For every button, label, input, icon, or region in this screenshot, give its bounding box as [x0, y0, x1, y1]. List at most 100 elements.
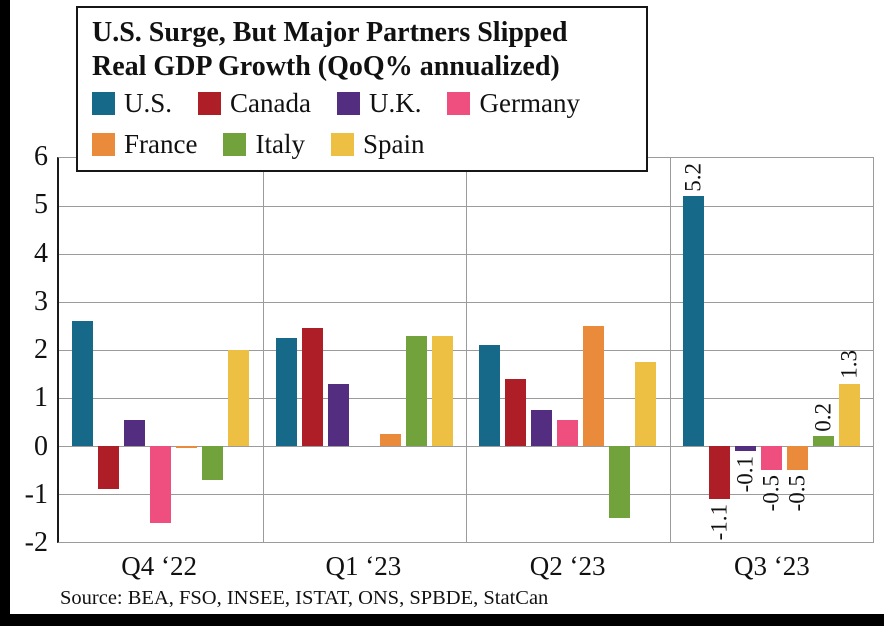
y-tick-label-5: 5	[34, 189, 48, 221]
legend-item-germany: Germany	[447, 88, 580, 119]
chart-subtitle: Real GDP Growth (QoQ% annualized)	[92, 50, 560, 82]
bar-rect	[557, 419, 579, 446]
bar-rect	[609, 446, 631, 518]
value-label: -0.5	[758, 475, 784, 512]
bar-france-q1-23	[379, 158, 401, 542]
bar-rect	[760, 446, 782, 470]
bar-italy-q4-22	[202, 158, 224, 542]
legend-swatch-u-s	[92, 92, 115, 116]
bar-u-s-q3-23: 5.2	[680, 158, 706, 542]
bar-rect	[479, 345, 501, 446]
legend-swatch-u-k	[336, 92, 360, 116]
value-label: -1.1	[706, 503, 732, 541]
bar-rect	[379, 434, 401, 446]
x-axis: Q4 ‘22 Q1 ‘23 Q2 ‘23 Q3 ‘23	[57, 551, 874, 582]
y-tick-label-3: 3	[34, 285, 48, 317]
bar-canada-q3-23: -1.1	[706, 158, 732, 542]
legend-item-spain: Spain	[330, 129, 425, 160]
bar-rect	[124, 419, 146, 446]
x-tick-label-q4-22: Q4 ‘22	[121, 551, 197, 581]
source-note: Source: BEA, FSO, INSEE, ISTAT, ONS, SPB…	[60, 587, 549, 609]
chart-panel: 6 5 4 3 2 1 0 -1 -2 5.2 -1.1 -0.1 -0.5 -0.5 0.2 1.3 Q4…	[10, 0, 884, 614]
title-legend-box: U.S. Surge, But Major Partners Slipped R…	[76, 6, 648, 173]
bar-u-s-q4-22	[72, 158, 94, 542]
value-label: 0.2	[810, 402, 836, 432]
value-label: -0.5	[784, 475, 810, 512]
bar-rect	[734, 446, 756, 451]
bar-italy-q1-23	[405, 158, 427, 542]
bar-rect	[301, 328, 323, 446]
group-separator-2	[466, 158, 467, 542]
bar-rect	[708, 446, 730, 499]
bar-rect	[635, 362, 657, 446]
legend-label: Germany	[479, 88, 580, 119]
bar-rect	[531, 410, 553, 446]
bar-u-k-q2-23	[531, 158, 553, 542]
value-label: 5.2	[680, 162, 706, 192]
y-tick-label-0: 0	[34, 430, 48, 462]
x-tick-label-q3-23: Q3 ‘23	[734, 551, 810, 581]
bar-group-q3-23: 5.2 -1.1 -0.1 -0.5 -0.5 0.2 1.3	[670, 158, 874, 542]
y-tick-label-1: 1	[34, 382, 48, 414]
legend-label: Italy	[255, 129, 305, 160]
bar-spain-q3-23: 1.3	[836, 158, 862, 542]
y-tick-label-6: 6	[34, 141, 48, 172]
legend-label: U.K.	[368, 88, 422, 119]
bar-group-q2-23	[466, 158, 670, 542]
bar-rect	[176, 446, 198, 449]
bar-rect	[327, 383, 349, 446]
bar-spain-q1-23	[431, 158, 453, 542]
bar-rect	[150, 446, 172, 523]
x-tick-label-q2-23: Q2 ‘23	[529, 551, 606, 581]
chart-title: U.S. Surge, But Major Partners Slipped	[92, 17, 568, 48]
legend-label: Spain	[362, 129, 425, 160]
bar-rect	[505, 378, 527, 446]
legend: U.S. Canada U.K. Germany France Italy Spain	[92, 88, 632, 160]
legend-swatch-canada	[198, 92, 222, 116]
bar-italy-q2-23	[609, 158, 631, 542]
bar-rect	[786, 446, 808, 470]
bottom-black-border	[0, 614, 884, 626]
y-axis: 6 5 4 3 2 1 0 -1 -2	[10, 143, 52, 557]
bar-rect	[431, 335, 453, 446]
bar-germany-q3-23: -0.5	[758, 158, 784, 542]
bar-spain-q4-22	[228, 158, 250, 542]
bar-rect	[72, 321, 94, 446]
bar-rect	[583, 326, 605, 446]
bar-france-q4-22	[176, 158, 198, 542]
value-label: 1.3	[836, 349, 862, 379]
left-black-border	[0, 0, 10, 626]
bar-u-k-q3-23: -0.1	[732, 158, 758, 542]
x-tick-label-q1-23: Q1 ‘23	[325, 551, 402, 581]
bar-rect	[98, 446, 120, 490]
legend-item-u-s: U.S.	[92, 88, 172, 119]
bar-france-q2-23	[583, 158, 605, 542]
bar-group-q1-23	[263, 158, 467, 542]
bar-canada-q2-23	[505, 158, 527, 542]
y-tick-label-4: 4	[34, 237, 48, 269]
bar-rect	[275, 338, 297, 446]
legend-item-france: France	[92, 129, 197, 160]
plot-area: 5.2 -1.1 -0.1 -0.5 -0.5 0.2 1.3	[57, 157, 874, 543]
legend-label: France	[124, 129, 198, 160]
bar-rect	[202, 446, 224, 480]
legend-swatch-germany	[447, 92, 471, 116]
legend-item-italy: Italy	[223, 129, 305, 160]
legend-swatch-spain	[330, 133, 354, 157]
group-separator-3	[669, 158, 671, 542]
bar-rect	[228, 350, 250, 446]
bar-germany-q4-22	[150, 158, 172, 542]
bar-france-q3-23: -0.5	[784, 158, 810, 542]
y-tick-label-2: 2	[34, 334, 48, 365]
legend-label: U.S.	[124, 88, 173, 119]
bar-germany-q2-23	[557, 158, 579, 542]
legend-swatch-italy	[223, 133, 247, 157]
bar-u-k-q4-22	[124, 158, 146, 542]
legend-label: Canada	[230, 88, 311, 119]
bar-rect	[812, 436, 834, 446]
bar-canada-q4-22	[98, 158, 120, 542]
bar-canada-q1-23	[301, 158, 323, 542]
legend-swatch-france	[92, 133, 115, 157]
bar-germany-q1-23	[354, 158, 375, 542]
value-label: -0.1	[732, 455, 758, 493]
